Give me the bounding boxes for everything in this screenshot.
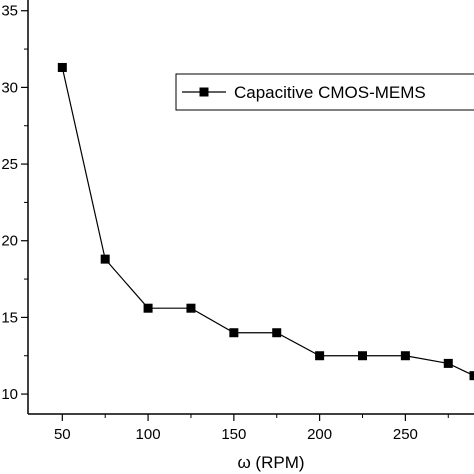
- x-tick-label: 250: [393, 426, 418, 443]
- y-tick-label: 20: [1, 233, 18, 250]
- data-point: [358, 351, 367, 361]
- data-point: [57, 62, 67, 72]
- y-tick-label: 25: [1, 156, 18, 173]
- x-tick-label: 150: [221, 426, 246, 443]
- axes: [21, 0, 474, 421]
- x-tick-label: 200: [307, 426, 332, 443]
- data-point: [469, 371, 474, 381]
- data-point: [443, 358, 453, 368]
- y-tick-label: 15: [1, 309, 18, 326]
- data-point: [400, 351, 410, 361]
- y-tick-label: 30: [1, 79, 18, 96]
- legend-label: Capacitive CMOS-MEMS: [234, 83, 426, 102]
- series-group: [57, 62, 474, 381]
- data-point: [272, 328, 282, 338]
- data-point: [229, 328, 239, 338]
- legend: Capacitive CMOS-MEMS: [175, 73, 474, 111]
- y-tick-label: 10: [1, 386, 18, 403]
- legend-marker: [199, 87, 209, 97]
- series-line: [61, 67, 474, 377]
- data-point: [143, 303, 153, 313]
- y-tick-label: 35: [1, 3, 18, 20]
- data-point: [100, 254, 110, 264]
- tick-labels: 50 100 150 200 250 10 15 20 25 30 35: [1, 3, 418, 443]
- x-tick-label: 50: [54, 426, 71, 443]
- x-axis-title: ω (RPM): [237, 453, 304, 472]
- data-point: [315, 351, 325, 361]
- x-tick-label: 100: [136, 426, 161, 443]
- data-point: [186, 303, 196, 313]
